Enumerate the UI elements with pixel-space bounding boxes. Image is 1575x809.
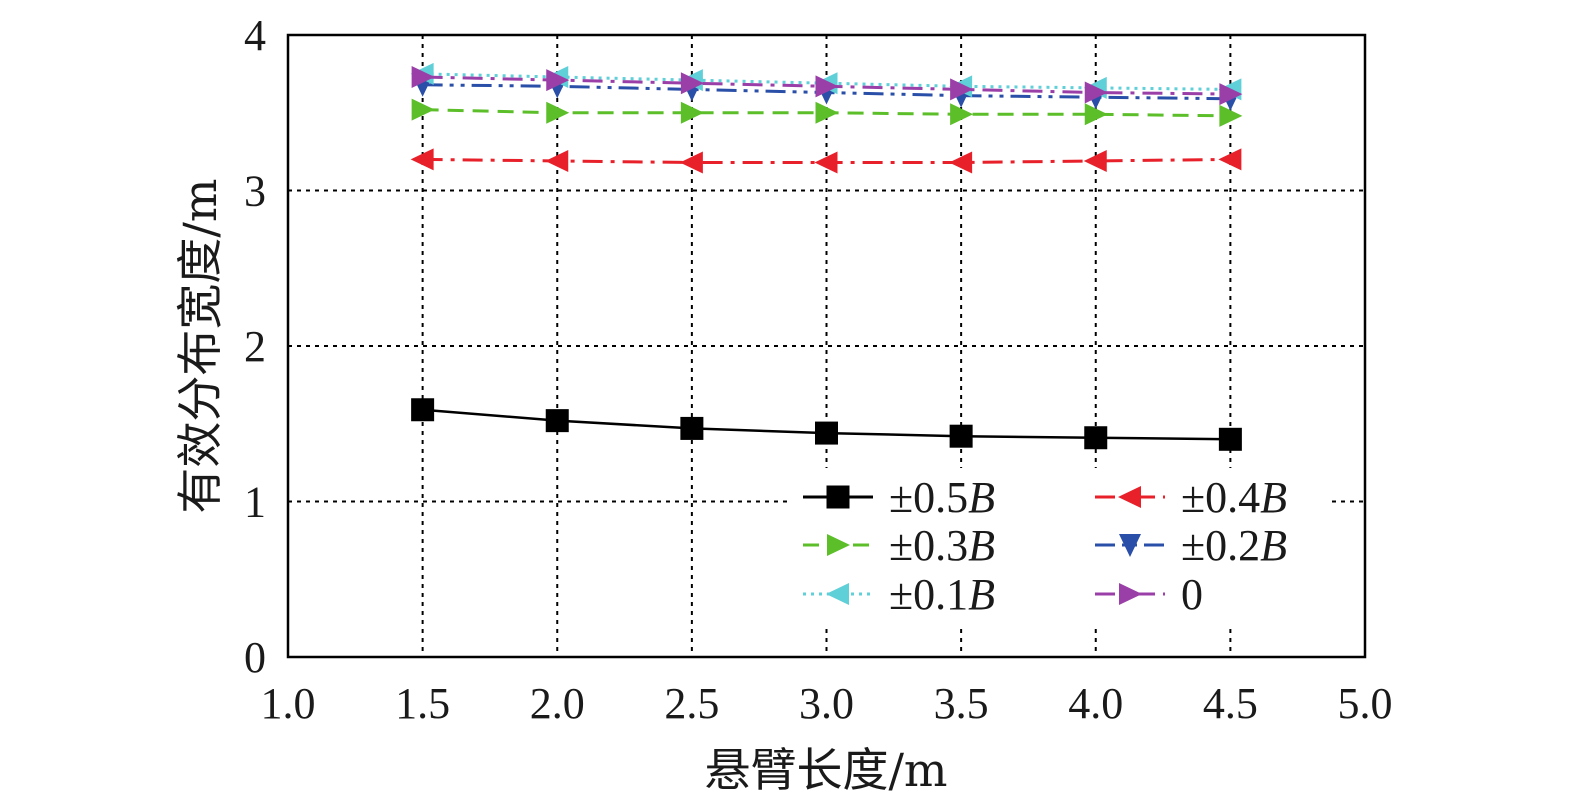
series-layer xyxy=(410,62,1243,451)
data-point xyxy=(1219,104,1243,127)
y-axis-title: 有效分布宽度/m xyxy=(173,178,227,513)
legend-label-value: ±0.2 xyxy=(1181,521,1260,570)
data-point xyxy=(815,75,839,98)
data-point xyxy=(411,98,435,121)
data-point xyxy=(680,101,704,124)
legend-swatch-marker xyxy=(827,534,850,556)
data-point xyxy=(411,398,435,422)
legend-background xyxy=(790,468,1330,628)
legend-label-value: 0 xyxy=(1181,570,1203,619)
data-point xyxy=(814,151,838,174)
y-tick-label: 3 xyxy=(244,167,266,216)
y-tick-label: 1 xyxy=(244,478,266,527)
y-tick-label: 2 xyxy=(244,322,266,371)
data-point xyxy=(815,101,839,124)
plot-frame xyxy=(286,33,1367,659)
legend-label: ±0.4B xyxy=(1181,473,1287,522)
tick-labels: 1.0 1.5 2.0 2.5 3.0 3.5 4.0 4.5 5.0 0 1 2 3 4 xyxy=(244,11,1393,728)
x-tick-label: 3.0 xyxy=(799,679,854,728)
x-tick-label: 1.5 xyxy=(395,679,450,728)
legend-item: ±0.2B xyxy=(1095,521,1287,570)
x-tick-label: 5.0 xyxy=(1338,679,1393,728)
series-1 xyxy=(410,148,1242,174)
data-point xyxy=(680,72,704,95)
data-point xyxy=(949,151,973,174)
x-tick-label: 4.5 xyxy=(1203,679,1258,728)
legend-label: ±0.5B xyxy=(889,473,995,522)
series-5 xyxy=(411,65,1243,106)
legend-label-value: ±0.3 xyxy=(889,521,968,570)
legend-swatch-marker xyxy=(826,583,849,605)
legend-label-unit: B xyxy=(1260,473,1287,522)
series-0 xyxy=(411,398,1242,451)
x-tick-label: 3.5 xyxy=(934,679,989,728)
data-point xyxy=(546,69,570,92)
data-point xyxy=(815,421,838,445)
data-point xyxy=(411,65,435,88)
legend-label-value: ±0.4 xyxy=(1181,473,1260,522)
data-point xyxy=(1219,83,1243,106)
x-tick-label: 1.0 xyxy=(261,679,316,728)
data-point xyxy=(1218,148,1242,171)
x-axis-title: 悬臂长度/m xyxy=(704,743,947,797)
legend-label: ±0.3B xyxy=(889,521,995,570)
data-point xyxy=(545,149,569,172)
data-point xyxy=(410,148,434,171)
legend: ±0.5B ±0.4B±0.3B ±0.2B±0.1B 0 xyxy=(790,468,1330,628)
y-tick-label: 0 xyxy=(244,633,266,682)
legend-label-unit: B xyxy=(1260,521,1287,570)
x-tick-label: 2.5 xyxy=(664,679,719,728)
data-point xyxy=(950,78,974,101)
legend-label-unit: B xyxy=(968,521,995,570)
data-point xyxy=(679,151,703,174)
legend-label: 0 xyxy=(1181,570,1203,619)
legend-swatch-marker xyxy=(1119,534,1141,557)
legend-label: ±0.1B xyxy=(889,570,995,619)
data-point xyxy=(949,424,973,448)
legend-swatch-marker xyxy=(1119,583,1142,605)
legend-swatch-marker xyxy=(1118,486,1141,508)
legend-item: 0 xyxy=(1095,570,1203,619)
data-point xyxy=(680,416,704,440)
series-2 xyxy=(411,98,1243,127)
data-point xyxy=(950,103,974,126)
legend-label-unit: B xyxy=(968,570,995,619)
legend-swatch-marker xyxy=(826,485,850,509)
data-point xyxy=(1084,81,1108,104)
data-point xyxy=(1218,427,1242,451)
legend-label-unit: B xyxy=(968,473,995,522)
data-point xyxy=(1083,149,1107,172)
legend-item: ±0.5B xyxy=(803,473,995,522)
data-point xyxy=(545,409,569,433)
legend-item: ±0.3B xyxy=(803,521,995,570)
legend-label: ±0.2B xyxy=(1181,521,1287,570)
x-tick-label: 2.0 xyxy=(530,679,585,728)
y-tick-label: 4 xyxy=(244,11,266,60)
legend-label-value: ±0.5 xyxy=(889,473,968,522)
legend-label-value: ±0.1 xyxy=(889,570,968,619)
data-point xyxy=(1084,426,1108,450)
data-point xyxy=(546,101,570,124)
data-point xyxy=(1084,103,1108,126)
legend-item: ±0.1B xyxy=(803,570,995,619)
x-tick-label: 4.0 xyxy=(1068,679,1123,728)
legend-item: ±0.4B xyxy=(1095,473,1287,522)
